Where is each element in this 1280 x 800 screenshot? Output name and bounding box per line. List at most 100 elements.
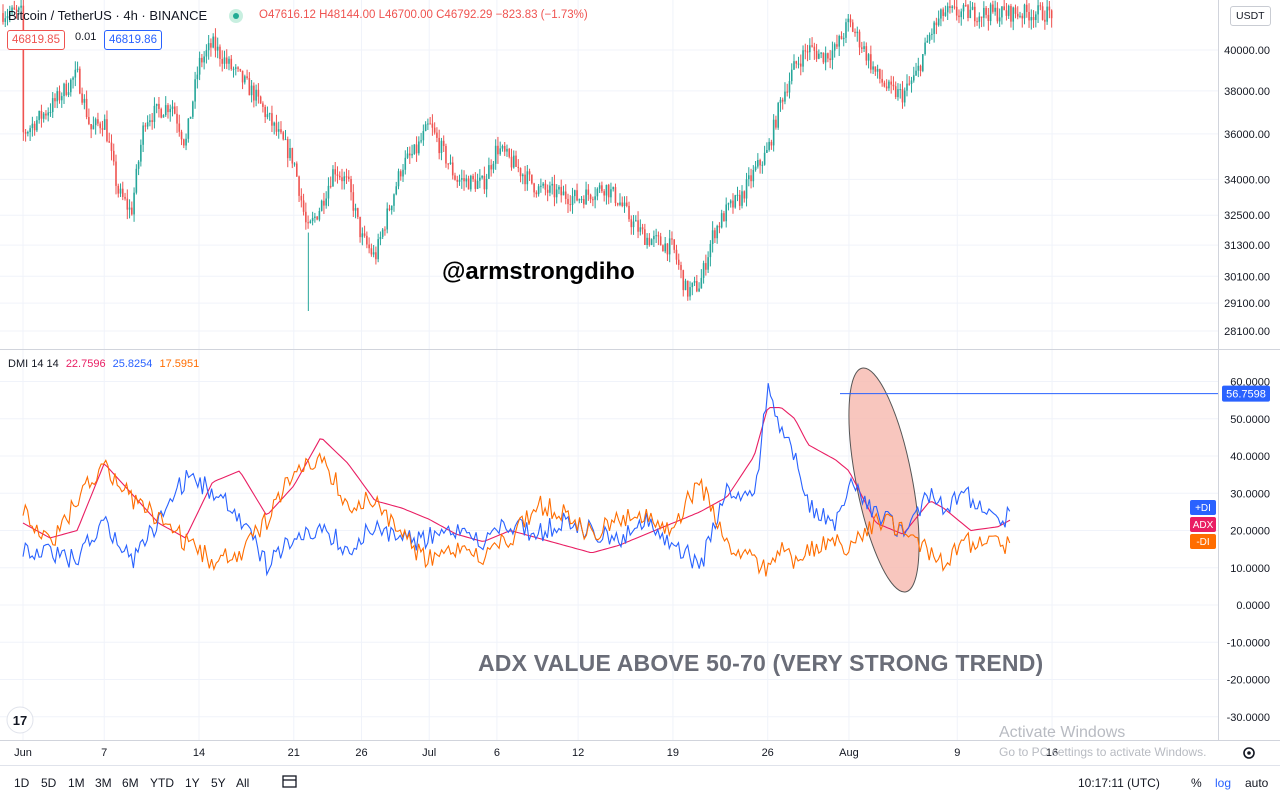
range-button-5d[interactable]: 5D [41,776,57,790]
candle-body [705,263,707,270]
candle-body [79,68,81,94]
candle-body [454,175,456,180]
candle-body [483,175,486,190]
candle-body [544,183,547,190]
tradingview-logo-icon: 17 [6,706,34,734]
candle-body [81,93,83,103]
author-watermark: @armstrongdiho [442,258,635,285]
candle-body [366,235,368,245]
candle-body [296,163,298,177]
candle-body [164,105,167,116]
candle-body [942,9,944,16]
candle-body [625,202,628,206]
highlight-ellipse-shape [848,367,920,593]
candle-body [20,5,22,8]
candle-body [524,174,526,185]
dmi-tick-label: 10.0000 [1230,563,1270,575]
tradingview-logo-bg [6,706,34,734]
currency-badge[interactable]: USDT [1230,6,1271,26]
candle-body [323,200,325,206]
candle-body [777,102,779,128]
time-tick-label: 7 [101,747,107,759]
candle-body [926,40,929,43]
dmi-line-plusminus-di [22,383,1011,577]
buy-price-button[interactable]: 46819.86 [104,30,162,50]
sell-price-button[interactable]: 46819.85 [7,30,65,50]
candle-body [838,36,840,47]
range-button-3m[interactable]: 3M [95,776,112,790]
candle-body [318,211,321,220]
clock[interactable]: 10:17:11 (UTC) [1078,776,1160,790]
dmi-tick-label: 20.0000 [1230,526,1270,538]
candle-body [822,52,825,63]
candle-body [49,112,52,113]
candle-body [872,66,874,70]
candle-body [628,205,630,220]
candle-body [106,119,108,142]
ohlc-readout: O47616.12 H48144.00 L46700.00 C46792.29 … [259,9,588,21]
gear-ring [1243,747,1255,759]
dmi-line-badges: +DI ADX -DI [1190,500,1216,549]
candle-body [354,208,357,211]
candle-body [781,99,784,102]
candle-body [953,6,956,8]
candle-body [13,7,16,10]
indicator-legend[interactable]: DMI 14 14 22.7596 25.8254 17.5951 [8,358,199,370]
candle-body [994,7,996,12]
candle-body [508,148,511,157]
candle-body [110,142,113,151]
candle-body [334,169,337,175]
range-button-5y[interactable]: 5Y [211,776,226,790]
price-candles [2,0,1053,311]
candle-body [325,198,327,206]
candle-body [253,85,255,101]
log-toggle[interactable]: log [1215,776,1232,790]
dmi-axis[interactable]: -30.0000 -20.0000 -10.0000 0.0000 10.0000 20.… [1222,377,1270,724]
candle-body [675,249,678,260]
range-button-6m[interactable]: 6M [122,776,139,790]
price-axis[interactable]: 28100.00 29100.00 30100.00 31300.00 32500.00… [1224,8,1270,338]
candle-body [479,177,481,181]
candle-body [51,98,54,112]
highlight-ellipse [848,367,920,593]
time-tick-label: 14 [193,747,205,759]
candle-body [350,179,352,193]
candle-body [316,216,318,220]
candle-body [612,187,614,190]
candle-body [944,12,947,16]
candle-body [962,5,965,12]
price-tick-label: 34000.00 [1224,174,1270,186]
candle-body [329,185,332,187]
candle-body [736,194,739,196]
candle-body [379,237,382,240]
candle-body [474,179,477,189]
candle-body [668,238,671,255]
candle-body [499,148,501,155]
candle-body [650,239,653,245]
range-button-1d[interactable]: 1D [14,776,30,790]
symbol-title[interactable]: Bitcoin / TetherUS · 4h · BINANCE [8,8,208,23]
candle-body [214,36,217,51]
range-button-all[interactable]: All [236,776,250,790]
dmi-lines [22,383,1011,577]
activate-windows-subtitle: Go to PC settings to activate Windows. [999,745,1207,759]
candle-body [397,171,400,187]
range-button-1y[interactable]: 1Y [185,776,200,790]
candle-body [167,105,169,113]
range-button-1m[interactable]: 1M [68,776,85,790]
percent-toggle[interactable]: % [1191,776,1202,790]
candle-body [237,67,239,69]
candle-body [280,129,282,133]
candle-body [677,259,680,265]
candle-body [176,113,178,124]
candle-body [865,46,868,61]
candle-body [594,196,596,200]
auto-toggle[interactable]: auto [1245,776,1269,790]
time-tick-label: 26 [762,747,774,759]
range-button-ytd[interactable]: YTD [150,776,174,790]
candle-body [919,65,922,71]
candle-body [58,91,61,101]
candle-body [775,119,777,128]
time-axis[interactable]: Jun 7 14 21 26 Jul 6 12 19 26 Aug 9 16 [14,747,1058,759]
